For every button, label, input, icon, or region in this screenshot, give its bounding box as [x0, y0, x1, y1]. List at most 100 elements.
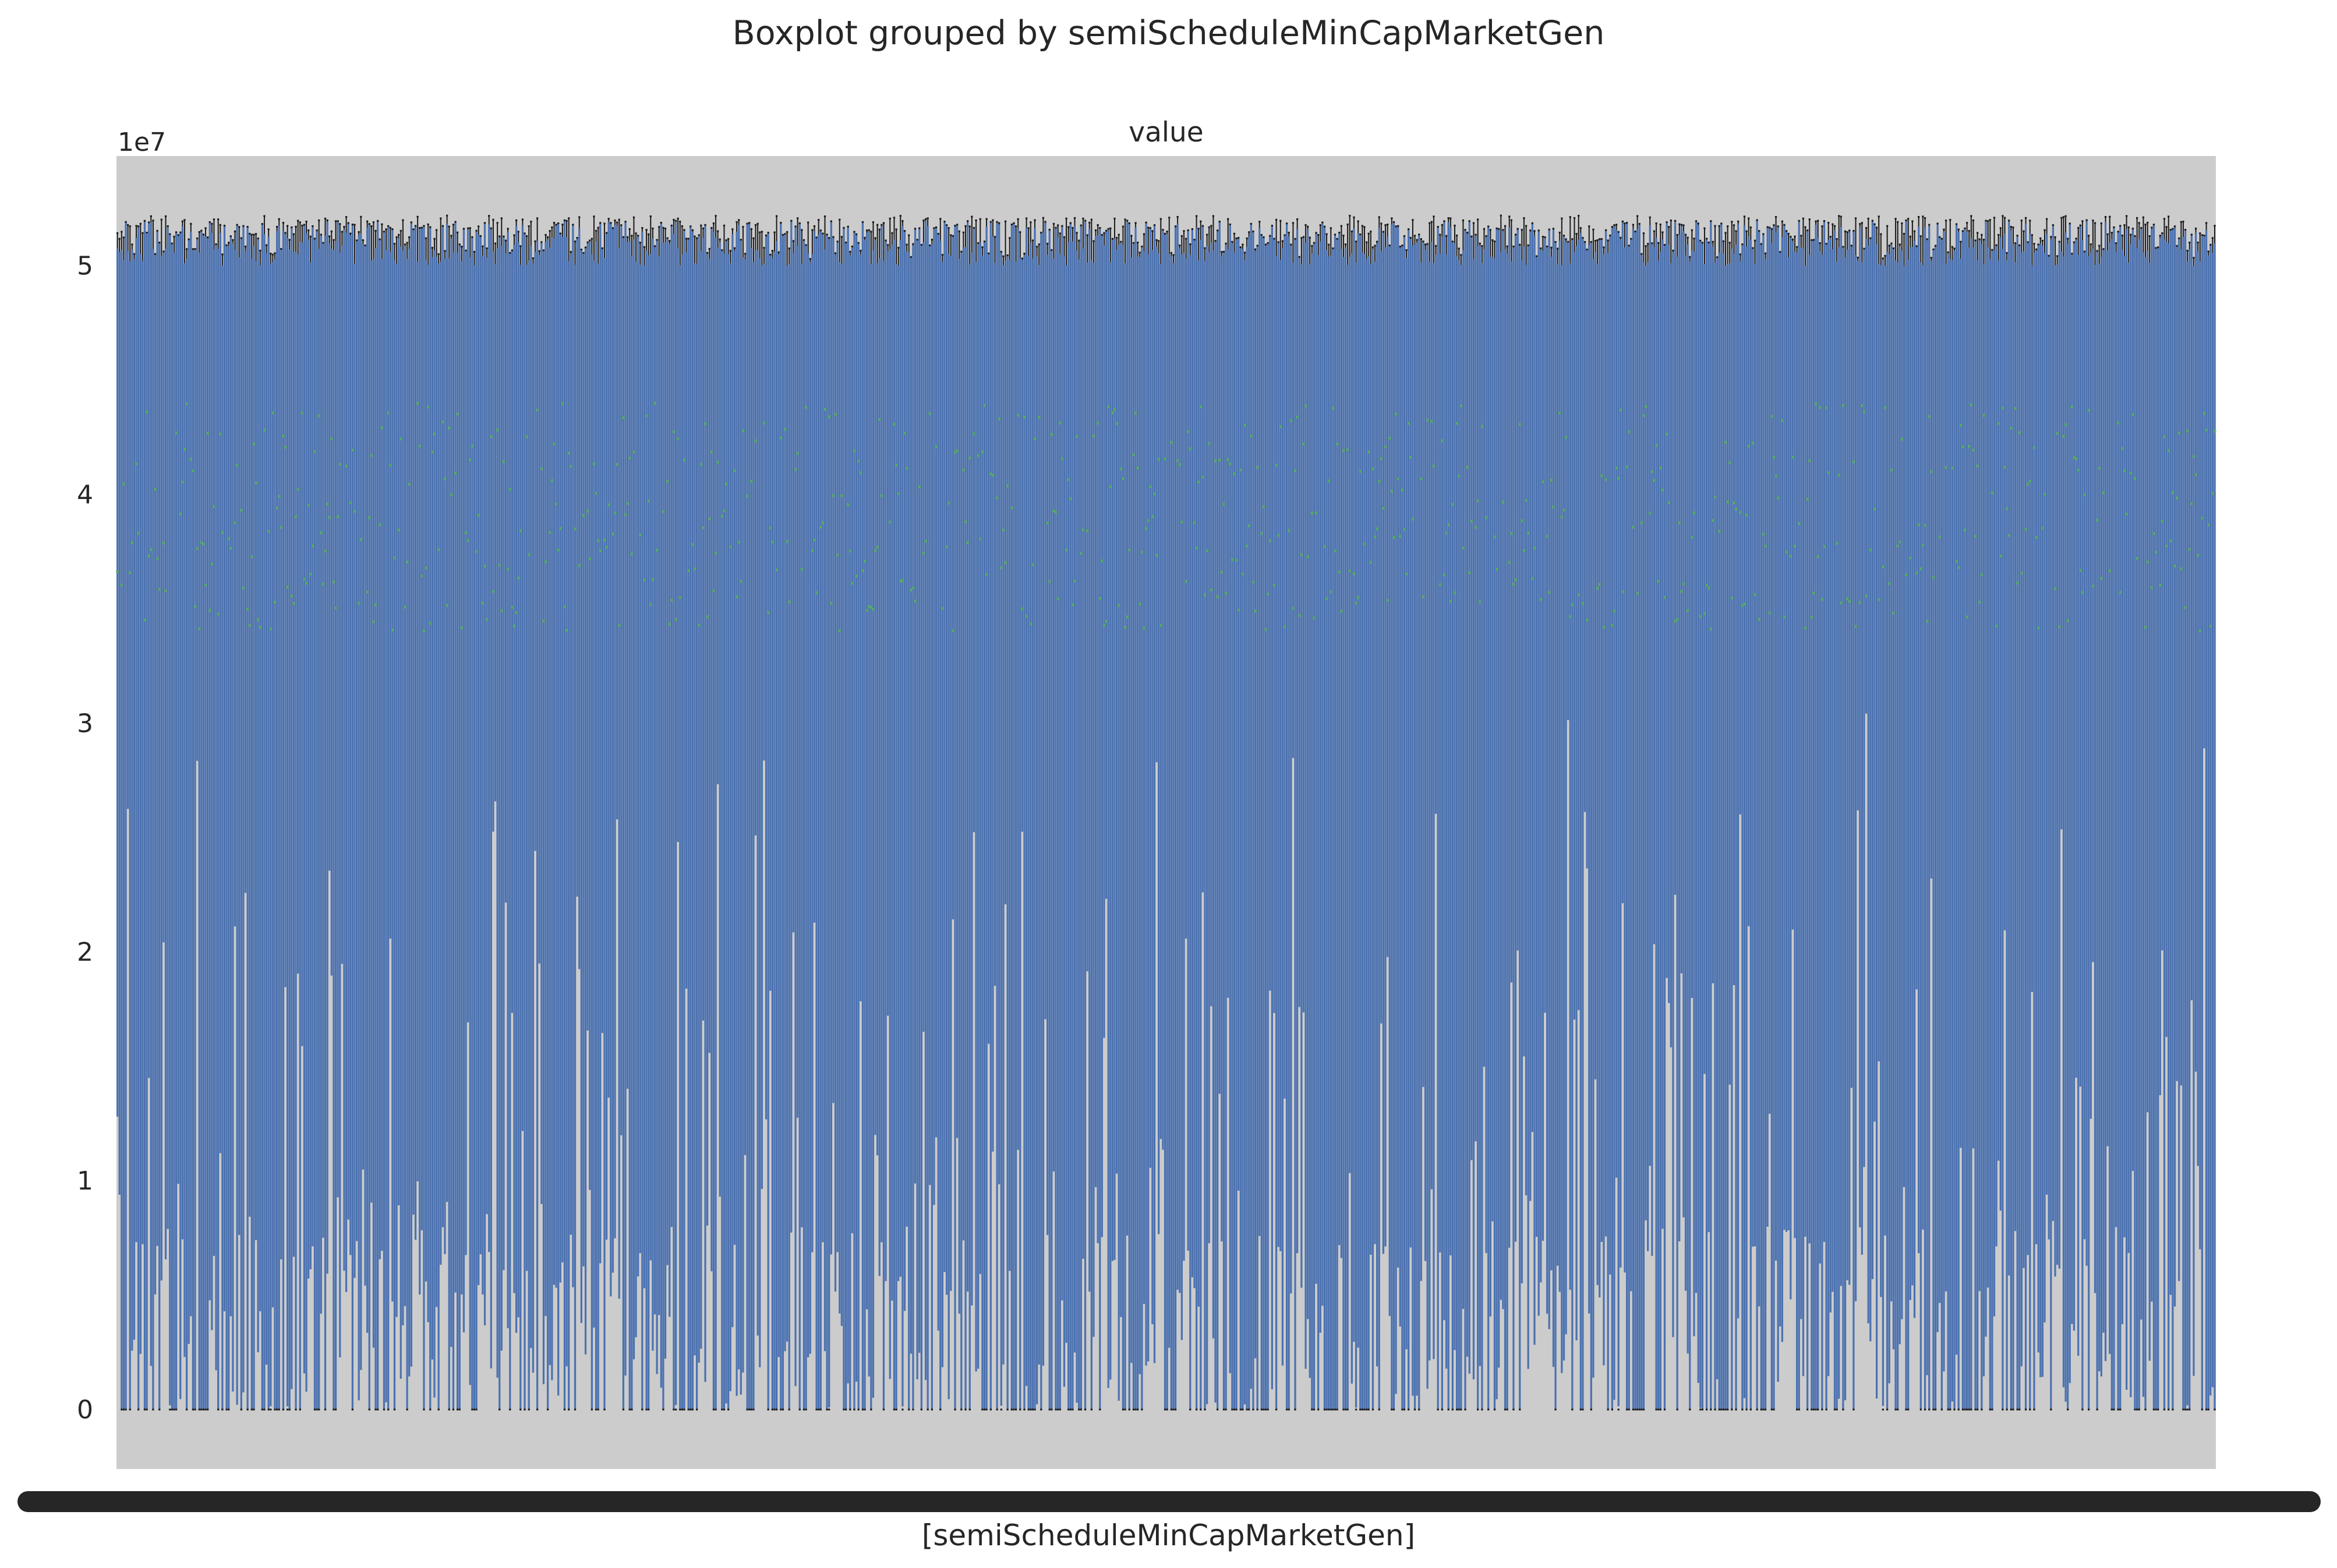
box	[221, 266, 224, 1410]
box	[2169, 229, 2172, 1295]
box	[1804, 266, 1806, 1237]
box	[595, 241, 597, 1410]
mean-marker	[1287, 529, 1291, 532]
mean-marker	[863, 559, 867, 563]
mean-marker	[1564, 436, 1568, 439]
box	[736, 232, 738, 1396]
box	[2161, 233, 2163, 951]
mean-marker	[153, 488, 157, 491]
box	[1670, 263, 1672, 1047]
box	[1382, 232, 1385, 1254]
box	[1624, 247, 1626, 1273]
box	[782, 235, 784, 1410]
box	[1993, 250, 1996, 1316]
box	[691, 232, 694, 1410]
box	[557, 223, 560, 1396]
mean-marker	[387, 411, 390, 415]
box	[1238, 238, 1240, 1191]
mean-marker	[1065, 548, 1068, 552]
mean-marker	[229, 547, 232, 550]
mean-marker	[1814, 402, 1818, 405]
box	[813, 231, 816, 923]
mean-marker	[1023, 416, 1026, 419]
mean-marker	[653, 402, 657, 405]
mean-marker	[1822, 544, 1826, 548]
mean-marker	[1069, 497, 1072, 501]
mean-marker	[1440, 439, 1444, 443]
box	[1728, 263, 1731, 1085]
box	[1433, 263, 1435, 1360]
box	[129, 261, 131, 1410]
mean-marker	[1976, 464, 1979, 468]
mean-marker	[1073, 579, 1077, 583]
box	[534, 252, 536, 851]
box	[1233, 252, 1236, 1410]
mean-marker	[617, 624, 621, 627]
box	[637, 235, 639, 1277]
box	[2056, 264, 2059, 1265]
box	[801, 263, 803, 1227]
mean-marker	[313, 449, 317, 453]
mean-marker	[1081, 528, 1085, 532]
mean-marker	[770, 540, 774, 544]
box	[483, 222, 486, 1326]
box	[1218, 221, 1221, 1094]
box	[1172, 263, 1175, 1410]
box	[1630, 239, 1632, 1291]
box	[584, 247, 587, 1355]
mean-marker	[628, 456, 631, 460]
box	[2155, 247, 2157, 1410]
mean-marker	[1818, 406, 1822, 409]
mean-marker	[1226, 458, 1230, 461]
box	[610, 222, 612, 1297]
mean-marker	[588, 557, 592, 561]
box	[234, 250, 236, 927]
box	[410, 222, 412, 1367]
box	[2106, 250, 2109, 1146]
box	[1061, 226, 1063, 1301]
mean-marker	[683, 458, 686, 462]
box	[1399, 246, 1401, 1327]
box	[576, 238, 578, 897]
box	[727, 254, 730, 1410]
box	[1781, 237, 1783, 1342]
mean-marker	[2183, 606, 2187, 610]
box	[1204, 261, 1206, 1410]
box	[1111, 239, 1114, 1261]
box	[1676, 257, 1678, 1410]
box	[2085, 220, 2088, 1266]
box	[1641, 254, 1643, 1410]
box	[1695, 221, 1698, 1293]
box	[1449, 227, 1452, 1256]
mean-marker	[1650, 470, 1654, 473]
mean-marker	[706, 615, 709, 618]
box	[1550, 256, 1553, 1270]
mean-marker	[892, 422, 896, 426]
mean-marker	[922, 551, 925, 555]
box	[1774, 232, 1777, 1261]
box	[818, 234, 820, 1410]
box	[309, 262, 312, 1269]
box	[1374, 261, 1376, 1244]
box	[377, 221, 379, 1410]
mean-marker	[1426, 418, 1429, 422]
mean-marker	[334, 606, 338, 610]
box	[561, 237, 564, 1263]
box	[1371, 249, 1374, 1410]
mean-marker	[838, 629, 842, 632]
box	[2012, 244, 2014, 1410]
box	[1073, 226, 1076, 1353]
mean-marker	[1140, 550, 1144, 554]
mean-marker	[1453, 591, 1456, 594]
mean-marker	[1356, 596, 1360, 599]
box	[1168, 254, 1171, 1348]
mean-marker	[1100, 559, 1104, 562]
box	[695, 264, 698, 1410]
box	[1512, 246, 1515, 1410]
box	[2031, 265, 2033, 992]
box	[461, 261, 463, 1295]
box	[1571, 239, 1574, 1410]
mean-marker	[2074, 457, 2078, 461]
box	[2205, 230, 2208, 1410]
